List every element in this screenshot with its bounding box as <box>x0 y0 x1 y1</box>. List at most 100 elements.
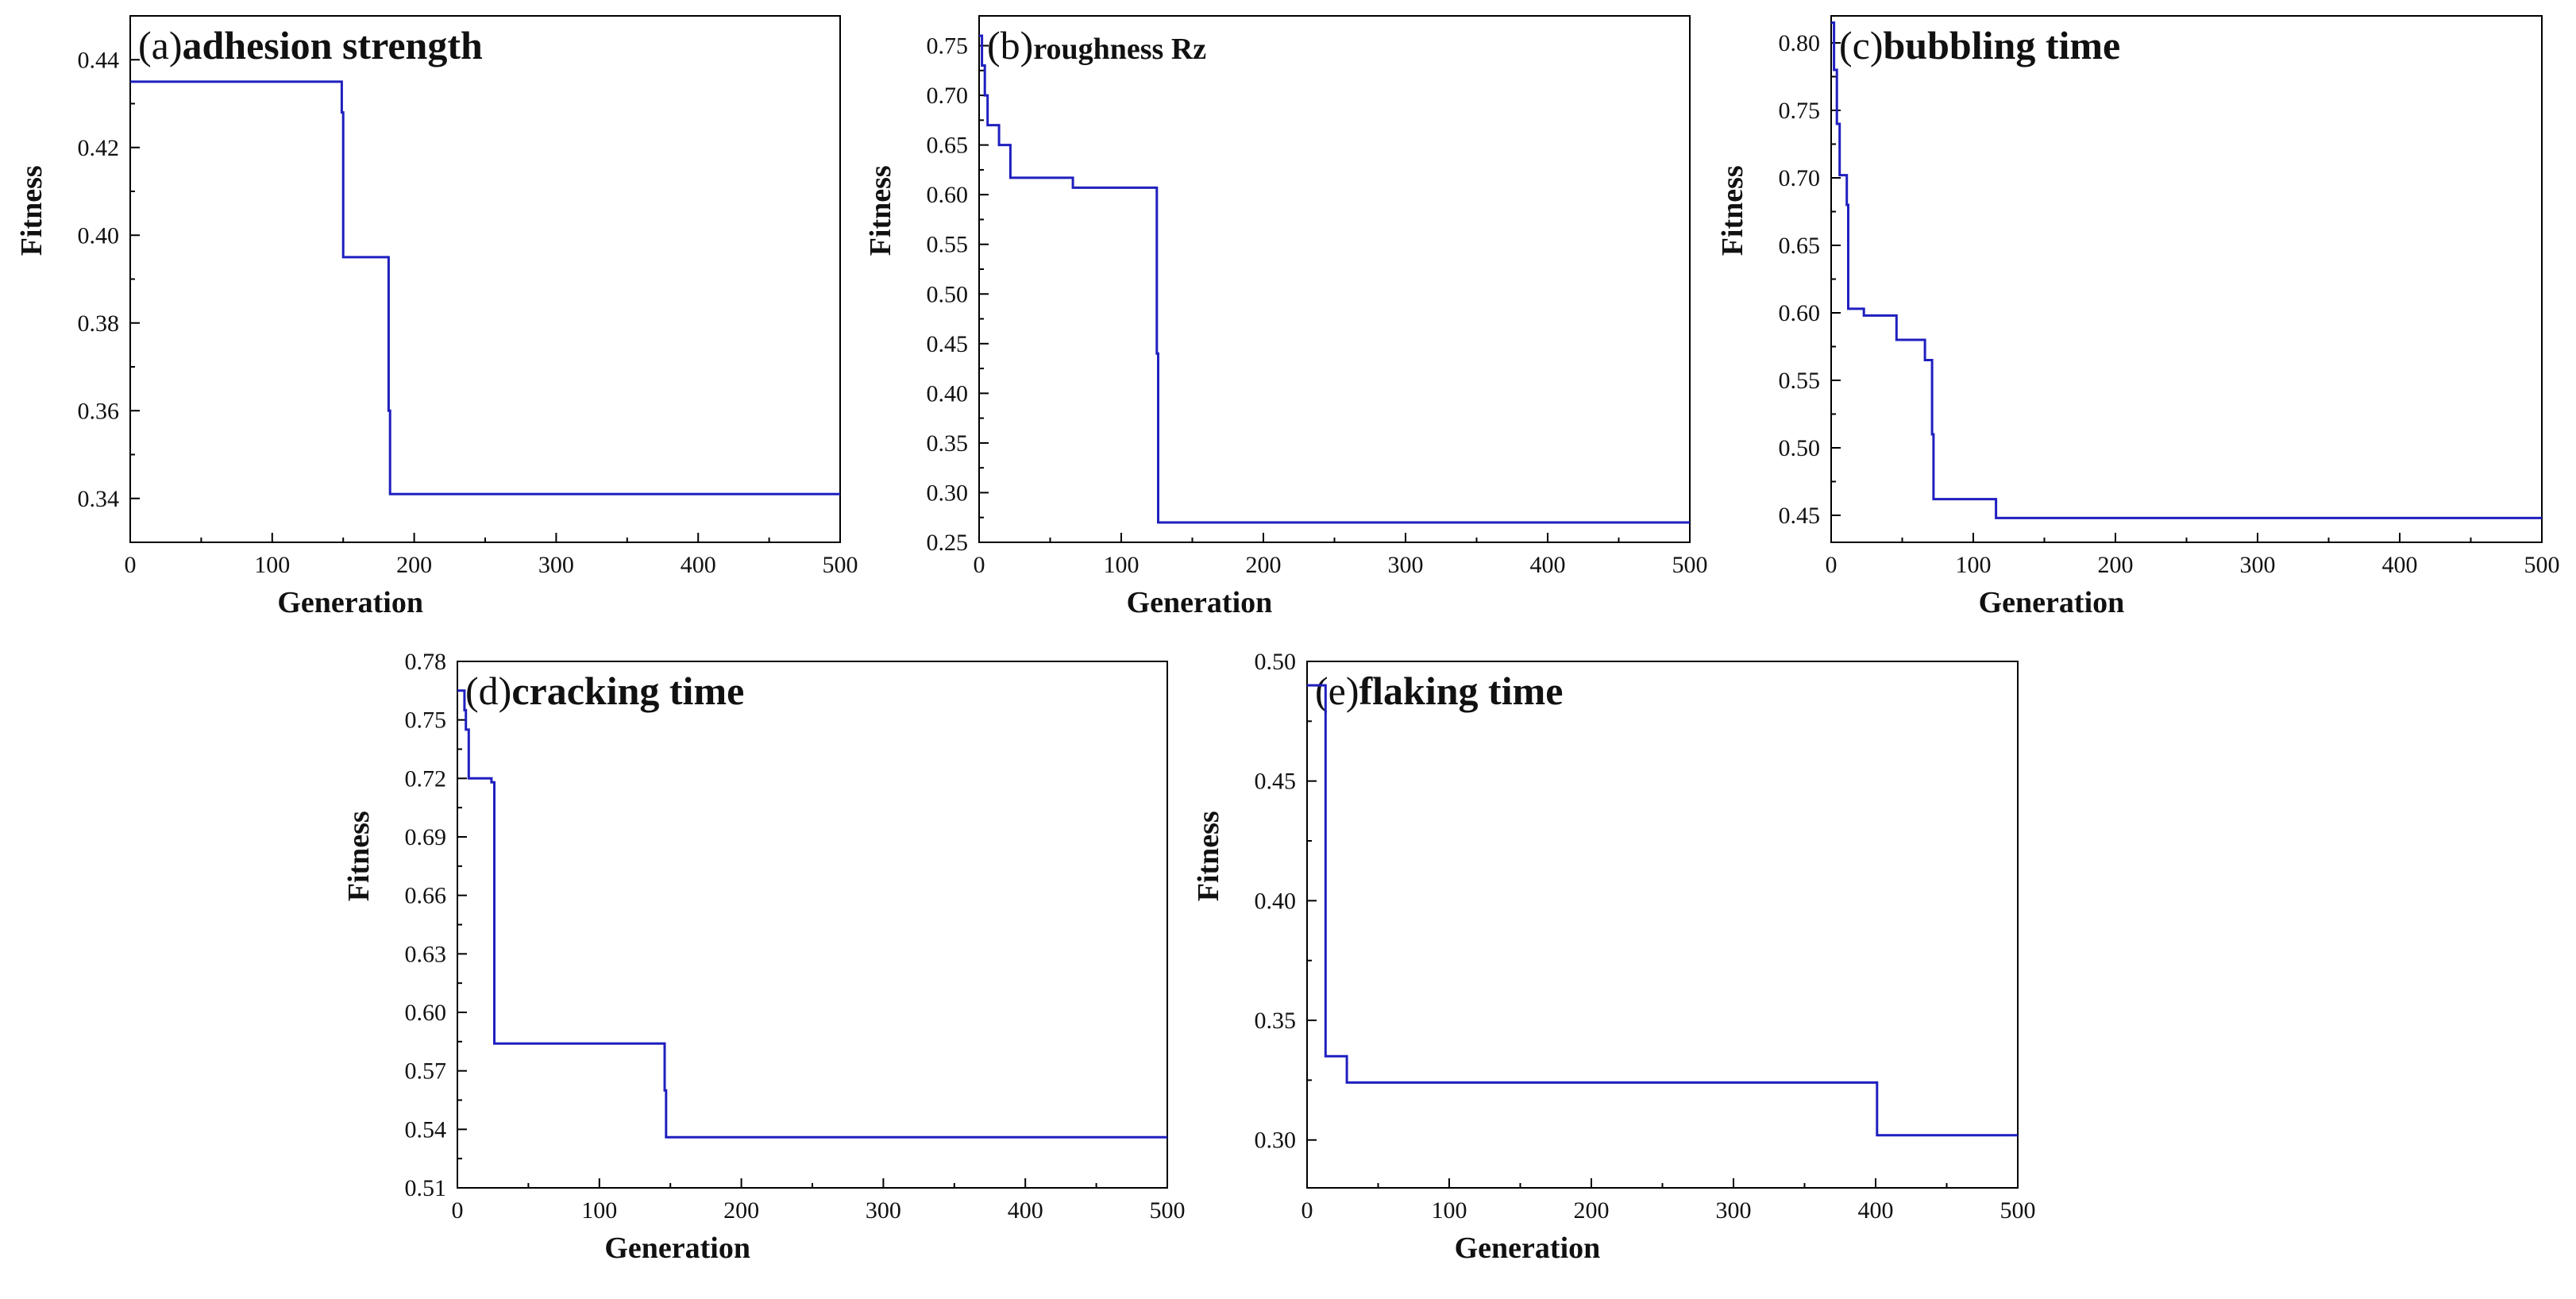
x-tick-label: 300 <box>538 552 574 578</box>
panel-title: (d)cracking time <box>465 669 744 713</box>
panel-name: bubbling time <box>1884 23 2121 67</box>
y-axis-title: Fitness <box>1192 811 1225 901</box>
y-tick-label: 0.45 <box>1255 769 1297 795</box>
plot-frame <box>457 661 1168 1189</box>
y-tick-label: 0.55 <box>927 232 969 258</box>
plot-frame <box>1830 15 2543 543</box>
x-tick-label: 100 <box>1432 1197 1467 1224</box>
series-line <box>130 80 840 495</box>
panel-tag: (d) <box>465 669 511 713</box>
y-tick-label: 0.35 <box>927 430 969 457</box>
x-tick-label: 300 <box>2240 552 2276 578</box>
x-tick-label: 500 <box>1672 552 1708 578</box>
series-line <box>1307 684 2018 1137</box>
y-tick-label: 0.80 <box>1779 30 1821 56</box>
y-tick-label: 0.44 <box>78 47 120 73</box>
x-tick-label: 400 <box>2382 552 2418 578</box>
x-tick-label: 0 <box>1826 552 1838 578</box>
x-tick-label: 200 <box>1246 552 1282 578</box>
y-tick-label: 0.34 <box>78 486 120 512</box>
y-tick-label: 0.65 <box>927 133 969 159</box>
y-tick-label: 0.45 <box>1779 503 1821 529</box>
x-tick-label: 100 <box>1956 552 1992 578</box>
y-tick-label: 0.57 <box>405 1058 447 1085</box>
panel-name: roughness Rz <box>1033 33 1206 66</box>
y-tick-label: 0.51 <box>405 1175 447 1201</box>
series-line <box>457 689 1167 1139</box>
y-tick-label: 0.36 <box>78 398 120 424</box>
x-tick-label: 200 <box>2098 552 2134 578</box>
x-tick-label: 500 <box>2000 1197 2036 1224</box>
y-tick-label: 0.42 <box>78 135 120 161</box>
x-tick-label: 200 <box>396 552 432 578</box>
y-tick-label: 0.40 <box>78 222 120 249</box>
y-tick-label: 0.63 <box>405 941 447 967</box>
y-tick-label: 0.50 <box>1779 435 1821 461</box>
y-tick-label: 0.50 <box>1255 649 1297 675</box>
y-tick-label: 0.40 <box>927 380 969 407</box>
x-axis-title: Generation <box>277 586 423 619</box>
y-tick-label: 0.30 <box>1255 1127 1297 1154</box>
y-axis-title: Fitness <box>864 165 897 256</box>
x-tick-label: 400 <box>1008 1197 1043 1224</box>
x-tick-label: 100 <box>581 1197 617 1224</box>
x-tick-label: 200 <box>723 1197 759 1224</box>
x-tick-label: 0 <box>974 552 985 578</box>
y-tick-label: 0.55 <box>1779 368 1821 394</box>
x-axis-title: Generation <box>1979 586 2125 619</box>
plot-frame <box>978 15 1691 543</box>
x-tick-label: 0 <box>1301 1197 1313 1224</box>
y-tick-label: 0.35 <box>1255 1008 1297 1034</box>
panel-e: 0 100 200 300 400 500 0.30 0.35 0.40 0.45 0.50 Gene… <box>1192 649 2036 1265</box>
y-tick-label: 0.60 <box>1779 300 1821 326</box>
x-tick-label: 300 <box>1716 1197 1752 1224</box>
x-axis-title: Generation <box>604 1232 750 1265</box>
y-tick-label: 0.38 <box>78 310 120 337</box>
x-tick-label: 200 <box>1574 1197 1610 1224</box>
panel-c: 0 100 200 300 400 500 0.45 0.50 0.55 0.60 0.65 0.70… <box>1716 15 2560 619</box>
y-tick-label: 0.25 <box>927 530 969 556</box>
panel-tag: (c) <box>1839 23 1884 67</box>
x-tick-label: 500 <box>1150 1197 1186 1224</box>
panel-title: (b)roughness Rz <box>987 23 1206 67</box>
y-tick-label: 0.60 <box>405 1000 447 1026</box>
x-tick-label: 300 <box>1388 552 1424 578</box>
series-line <box>1831 21 2542 519</box>
y-tick-label: 0.75 <box>1779 98 1821 124</box>
y-tick-label: 0.40 <box>1255 888 1297 914</box>
panel-tag: (a) <box>138 23 183 67</box>
panel-title: (a)adhesion strength <box>138 23 483 67</box>
panel-b: 0 100 200 300 400 500 0.25 0.30 0.35 0.40 0.45 0.50… <box>864 15 1708 619</box>
panel-title: (c)bubbling time <box>1839 23 2120 67</box>
panel-tag: (e) <box>1315 669 1359 713</box>
x-tick-label: 500 <box>2524 552 2560 578</box>
x-tick-label: 400 <box>681 552 716 578</box>
x-tick-label: 500 <box>823 552 858 578</box>
y-tick-label: 0.69 <box>405 824 447 850</box>
series-line <box>979 34 1690 524</box>
y-tick-label: 0.54 <box>405 1116 447 1143</box>
plot-frame <box>129 15 841 543</box>
y-tick-label: 0.45 <box>927 331 969 357</box>
x-axis-title: Generation <box>1455 1232 1601 1265</box>
x-tick-label: 400 <box>1858 1197 1894 1224</box>
y-tick-label: 0.70 <box>1779 165 1821 191</box>
y-tick-label: 0.65 <box>1779 233 1821 259</box>
x-tick-label: 100 <box>254 552 290 578</box>
y-axis-title: Fitness <box>342 811 376 901</box>
panel-a: 0 100 200 300 400 500 0.34 0.36 0.38 0.40 0.42 0.44… <box>15 15 858 619</box>
x-tick-label: 100 <box>1104 552 1140 578</box>
panel-d: 0 100 200 300 400 500 0.51 0.54 0.57 0.60 0.63 0.66… <box>342 649 1186 1265</box>
panel-name: adhesion strength <box>183 23 484 67</box>
y-axis-title: Fitness <box>1716 165 1749 256</box>
y-tick-label: 0.50 <box>927 281 969 307</box>
x-axis-title: Generation <box>1127 586 1273 619</box>
x-tick-label: 0 <box>452 1197 464 1224</box>
y-tick-label: 0.66 <box>405 883 447 909</box>
y-tick-label: 0.70 <box>927 83 969 109</box>
plot-frame <box>1306 661 2019 1189</box>
panel-tag: (b) <box>987 23 1033 67</box>
y-tick-label: 0.75 <box>405 707 447 734</box>
y-tick-label: 0.75 <box>927 33 969 60</box>
